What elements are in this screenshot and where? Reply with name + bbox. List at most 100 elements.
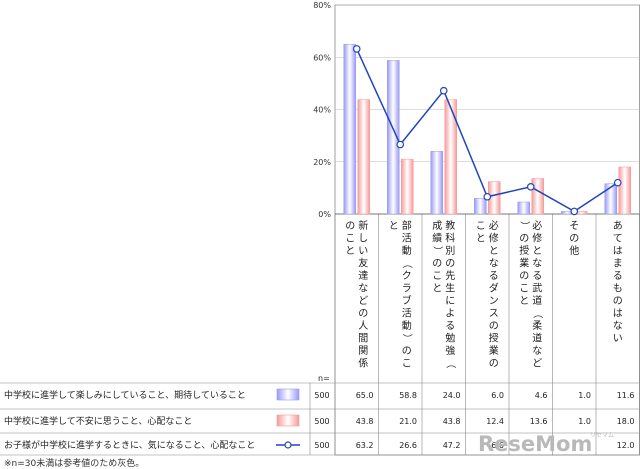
y-tick-label: 60%: [313, 53, 331, 62]
svg-text:の: の: [445, 259, 455, 270]
svg-text:の: の: [519, 271, 529, 282]
svg-text:の: の: [613, 296, 623, 307]
category-label: 必修となるダンスの授業のこと必修となるダンスの授業のこと: [476, 219, 499, 370]
series-name: お子様が中学校に進学するときに、気になること、心配なこと: [4, 439, 255, 451]
svg-text:科: 科: [445, 232, 455, 245]
svg-text:）: ）: [401, 334, 413, 344]
svg-text:ラ: ラ: [402, 283, 412, 295]
svg-text:績: 績: [432, 232, 442, 245]
svg-text:な: な: [532, 258, 542, 270]
svg-text:ク: ク: [402, 270, 412, 282]
series-name: 中学校に進学して楽しみにしていること、期待していること: [4, 389, 246, 401]
bar-worry: [401, 158, 414, 215]
category-label: あてはまるものはないあてはまるものはない: [613, 220, 623, 345]
cell-value: 43.8: [356, 417, 374, 426]
line-point: [570, 207, 579, 216]
category-label: その他その他: [569, 220, 579, 257]
svg-text:部: 部: [402, 219, 412, 232]
cell-value: 4.6: [535, 391, 548, 400]
svg-text:ど: ど: [358, 295, 368, 307]
svg-text:と: と: [489, 245, 499, 257]
svg-text:よ: よ: [445, 308, 455, 320]
svg-text:ブ: ブ: [402, 294, 412, 307]
bar-expect: [604, 183, 617, 215]
cell-value: 1.0: [578, 391, 591, 400]
svg-text:教: 教: [445, 219, 455, 232]
chart-frame: [334, 4, 640, 456]
svg-text:柔: 柔: [532, 320, 542, 332]
svg-text:係: 係: [358, 358, 368, 370]
y-tick-label: 40%: [313, 106, 331, 115]
svg-text:達: 達: [358, 270, 368, 282]
svg-text:別: 別: [445, 245, 455, 257]
cell-value: 63.2: [356, 441, 374, 450]
svg-text:成: 成: [432, 220, 442, 232]
series-name: 中学校に進学して不安に思うこと、心配なこと: [4, 415, 192, 427]
cell-value: 58.8: [399, 391, 417, 400]
svg-text:武: 武: [532, 282, 542, 295]
svg-text:る: る: [445, 320, 455, 332]
watermark-logo: ReseMom: [478, 432, 593, 456]
svg-text:の: の: [489, 359, 499, 370]
bar-expect: [517, 201, 530, 215]
svg-text:も: も: [613, 283, 623, 295]
cell-value: 12.4: [486, 417, 504, 426]
cell-value: 47.2: [443, 441, 461, 450]
cell-value: 6.0: [491, 391, 504, 400]
bar-worry: [531, 178, 544, 215]
svg-text:業: 業: [489, 344, 499, 357]
cell-value: 11.6: [617, 391, 635, 400]
svg-text:授: 授: [489, 332, 499, 345]
svg-text:ど: ど: [532, 358, 542, 370]
svg-text:て: て: [613, 234, 623, 245]
svg-text:勉: 勉: [445, 332, 455, 345]
svg-text:と: と: [345, 245, 355, 257]
svg-text:強: 強: [445, 344, 455, 357]
svg-text:と: と: [476, 233, 486, 245]
svg-text:（: （: [531, 309, 543, 319]
svg-text:な: な: [358, 283, 368, 295]
svg-text:る: る: [489, 270, 499, 282]
bar-worry: [618, 166, 631, 215]
svg-text:道: 道: [532, 294, 542, 307]
svg-text:新: 新: [358, 219, 368, 232]
footnote: ※n=30未満は参考値のため灰色。: [4, 459, 145, 469]
n-value: 500: [314, 391, 329, 400]
svg-text:の: の: [345, 221, 355, 232]
bar-worry: [444, 99, 457, 215]
svg-text:（: （: [401, 259, 413, 269]
line-point: [526, 183, 535, 191]
svg-text:他: 他: [569, 244, 579, 257]
svg-text:友: 友: [358, 257, 368, 270]
bar-expect: [430, 151, 443, 215]
svg-text:に: に: [445, 295, 455, 307]
svg-text:先: 先: [445, 270, 455, 282]
cell-value: 12.0: [617, 441, 635, 450]
bar-expect: [343, 43, 356, 215]
svg-text:動: 動: [402, 319, 412, 332]
svg-text:は: は: [613, 308, 623, 320]
svg-text:こ: こ: [519, 284, 529, 295]
svg-text:の: の: [519, 234, 529, 245]
y-tick-label: 0%: [318, 210, 331, 219]
legend-marker: [284, 441, 292, 449]
svg-text:の: の: [569, 234, 579, 245]
svg-text:（: （: [444, 359, 456, 369]
svg-text:関: 関: [358, 345, 368, 357]
svg-text:修: 修: [532, 232, 542, 245]
grid: [334, 4, 640, 456]
svg-text:修: 修: [489, 232, 499, 245]
y-axis: 0% 20% 40% 60% 80%: [313, 1, 640, 219]
svg-text:）: ）: [431, 246, 443, 256]
svg-text:ま: ま: [613, 258, 623, 270]
category-labels: 新しい友達などの人間関係のこと新しい友達などの人間関係のこと部活動（クラブ活動）…: [345, 219, 623, 370]
line-series: [352, 45, 622, 216]
y-tick-label: 80%: [313, 1, 331, 10]
svg-text:生: 生: [445, 282, 455, 295]
svg-text:ダ: ダ: [489, 282, 499, 295]
svg-text:間: 間: [358, 333, 368, 345]
svg-text:こ: こ: [402, 359, 412, 370]
